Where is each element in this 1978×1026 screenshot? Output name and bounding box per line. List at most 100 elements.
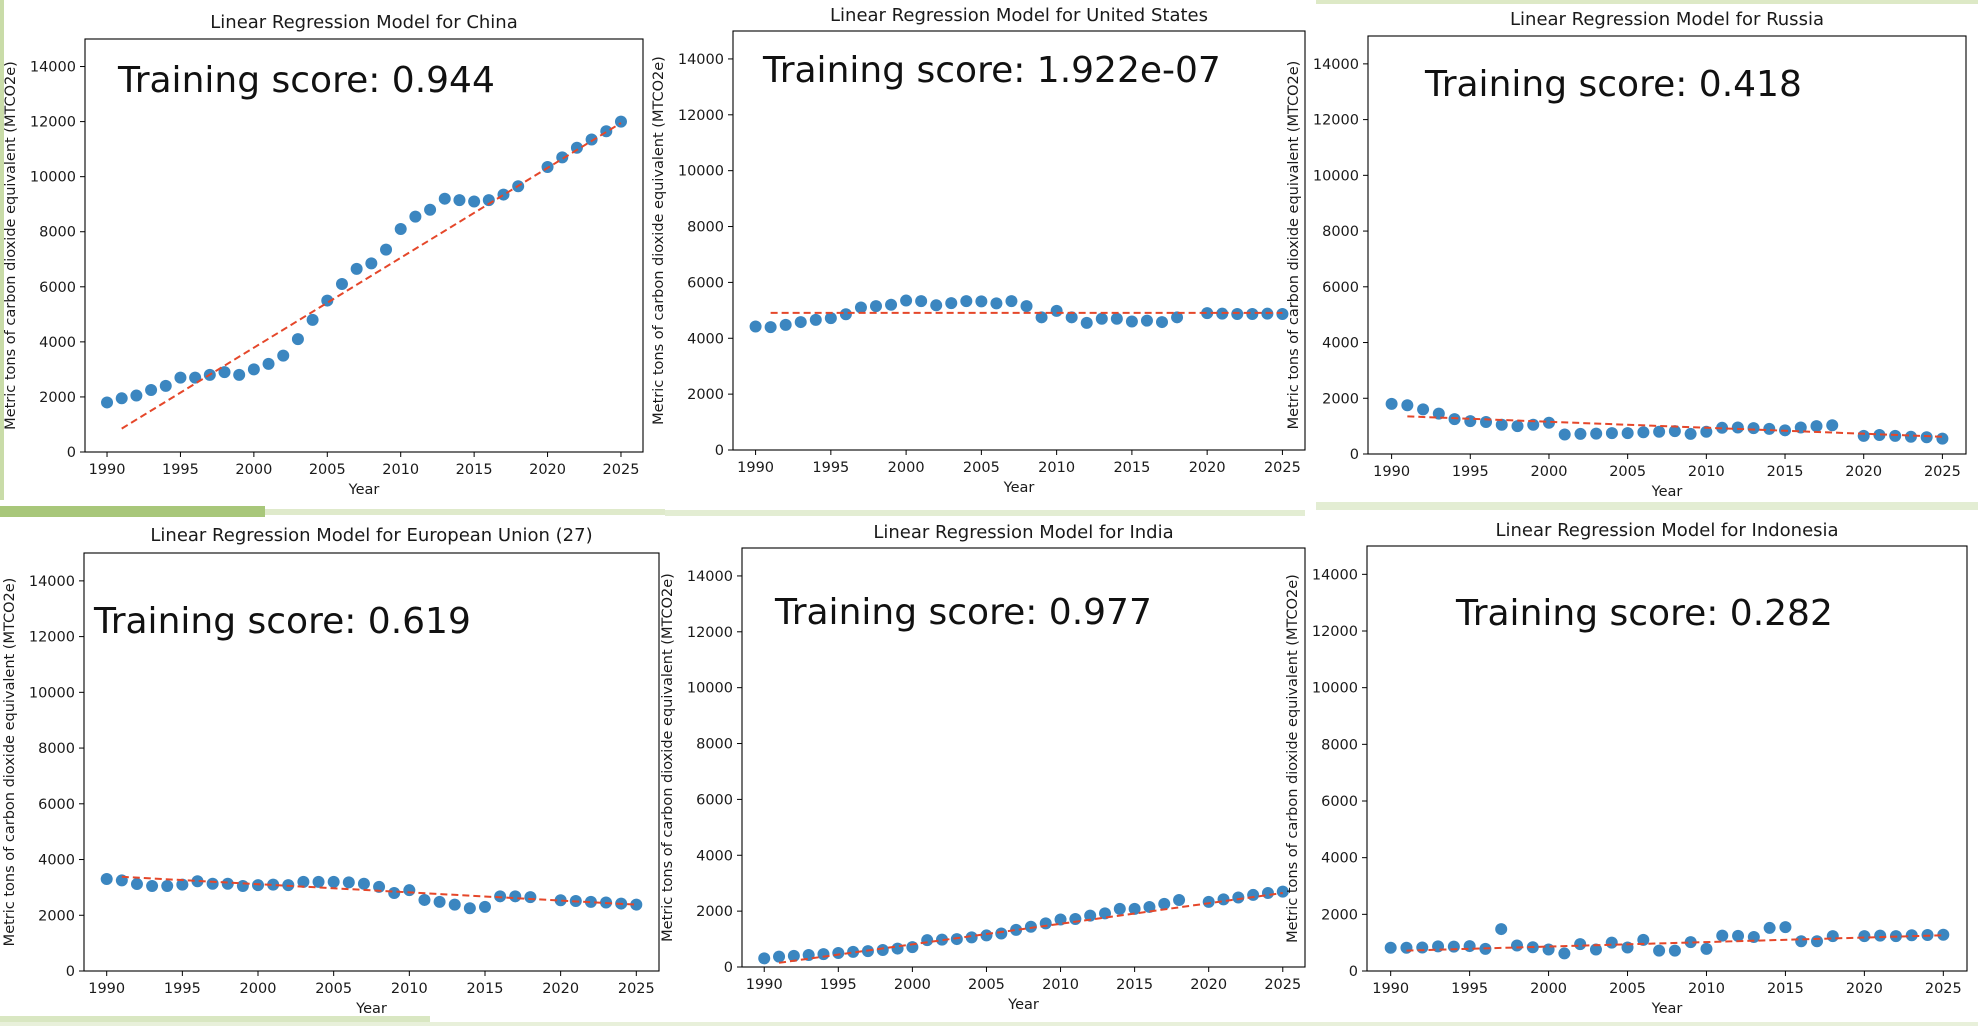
data-point <box>1684 427 1697 440</box>
x-tick-label: 2020 <box>542 981 579 997</box>
data-point <box>218 366 231 379</box>
data-point <box>365 257 378 270</box>
x-tick-label: 2015 <box>1767 464 1804 480</box>
y-tick-label: 6000 <box>38 797 75 813</box>
data-point <box>900 294 913 307</box>
data-point <box>1400 941 1413 954</box>
y-tick-label: 12000 <box>29 630 75 646</box>
data-point <box>350 262 363 275</box>
data-point <box>1763 422 1776 435</box>
x-tick-label: 2000 <box>240 981 277 997</box>
x-tick-label: 2010 <box>1688 981 1725 997</box>
x-tick-label: 2015 <box>1116 977 1153 993</box>
y-tick-label: 10000 <box>687 681 733 697</box>
x-tick-label: 1990 <box>737 460 774 476</box>
data-point <box>130 389 143 402</box>
data-point <box>1700 942 1713 955</box>
data-point <box>1384 941 1397 954</box>
data-point <box>418 893 431 906</box>
data-point <box>1110 312 1123 325</box>
x-tick-label: 2005 <box>968 977 1005 993</box>
data-point <box>1574 427 1587 440</box>
data-point <box>1401 399 1414 412</box>
x-tick-label: 2015 <box>1767 981 1804 997</box>
data-point <box>614 115 627 128</box>
y-axis-label: Metric tons of carbon dioxide equivalent… <box>3 61 19 430</box>
y-tick-label: 8000 <box>38 741 75 757</box>
plot-frame <box>84 38 644 453</box>
y-tick-label: 2000 <box>38 908 75 924</box>
data-point <box>847 945 860 958</box>
data-point <box>1873 429 1886 442</box>
data-point <box>1005 295 1018 308</box>
training-score-annotation: Training score: 0.619 <box>93 601 471 642</box>
chart-title: Linear Regression Model for Indonesia <box>1495 520 1838 541</box>
data-point <box>1143 900 1156 913</box>
data-point <box>233 368 246 381</box>
x-tick-label: 2010 <box>382 462 419 478</box>
y-axis-label: Metric tons of carbon dioxide equivalent… <box>660 573 676 942</box>
data-point <box>1231 307 1244 320</box>
data-point <box>145 384 158 397</box>
x-tick-label: 1990 <box>89 462 126 478</box>
x-tick-label: 1990 <box>1373 464 1410 480</box>
x-tick-label: 2010 <box>1688 464 1725 480</box>
chart-title: Linear Regression Model for Russia <box>1510 9 1824 30</box>
data-point <box>262 357 275 370</box>
data-point <box>794 316 807 329</box>
data-point <box>1904 430 1917 443</box>
data-point <box>1653 944 1666 957</box>
data-point <box>809 313 822 326</box>
data-point <box>915 295 928 308</box>
data-point <box>438 192 451 205</box>
data-point <box>1747 422 1760 435</box>
data-point <box>380 243 393 256</box>
x-tick-label: 2020 <box>1190 977 1227 993</box>
x-tick-label: 2000 <box>888 460 925 476</box>
y-tick-label: 14000 <box>30 60 76 76</box>
data-point <box>839 308 852 321</box>
data-point <box>1276 885 1289 898</box>
data-point <box>1010 923 1023 936</box>
data-point <box>524 891 537 904</box>
x-tick-label: 2005 <box>1609 981 1646 997</box>
data-point <box>1447 940 1460 953</box>
y-tick-label: 8000 <box>1322 224 1359 240</box>
y-tick-label: 12000 <box>687 625 733 641</box>
data-point <box>921 934 934 947</box>
regression-line <box>121 875 637 906</box>
data-point <box>394 222 407 235</box>
data-point <box>277 349 290 362</box>
chart-panel: Linear Regression Model for European Uni… <box>2 525 660 1017</box>
data-point <box>321 294 334 307</box>
x-tick-label: 1990 <box>1372 981 1409 997</box>
data-point <box>1464 415 1477 428</box>
data-point <box>100 873 113 886</box>
y-tick-label: 2000 <box>687 387 724 403</box>
data-point <box>1024 920 1037 933</box>
x-tick-label: 2000 <box>894 977 931 993</box>
data-point <box>1858 930 1871 943</box>
data-point <box>1621 427 1634 440</box>
x-axis-label: Year <box>1651 1001 1683 1017</box>
y-tick-label: 4000 <box>1321 851 1358 867</box>
data-point <box>453 194 466 207</box>
data-point <box>764 321 777 334</box>
x-tick-label: 2025 <box>618 981 655 997</box>
regression-line <box>1407 415 1943 438</box>
y-tick-label: 0 <box>1349 964 1358 980</box>
y-axis-label: Metric tons of carbon dioxide equivalent… <box>2 578 18 947</box>
y-tick-label: 6000 <box>39 280 76 296</box>
chart-title: Linear Regression Model for China <box>210 12 518 33</box>
y-tick-label: 0 <box>66 964 75 980</box>
data-point <box>1511 420 1524 433</box>
x-tick-label: 2005 <box>1609 464 1646 480</box>
data-point <box>174 371 187 384</box>
y-tick-label: 0 <box>1350 447 1359 463</box>
chart-panel: Linear Regression Model for China 1990 199… <box>3 12 644 498</box>
data-point <box>1779 921 1792 934</box>
data-point <box>1668 944 1681 957</box>
data-point <box>468 195 481 208</box>
y-tick-label: 0 <box>724 960 733 976</box>
data-point <box>1684 936 1697 949</box>
